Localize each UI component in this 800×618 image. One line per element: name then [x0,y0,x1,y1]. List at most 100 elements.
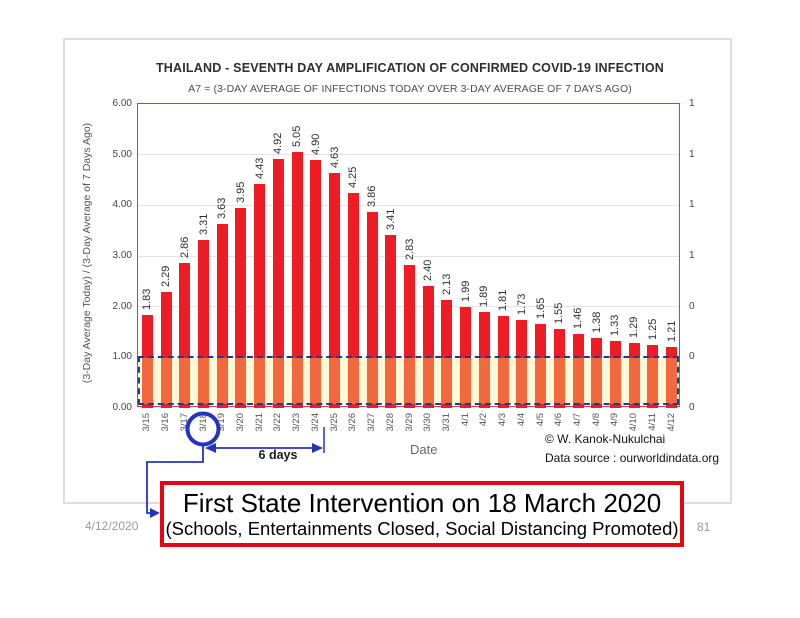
bar [179,263,191,408]
bar-value-label: 1.25 [646,318,659,340]
x-axis-title: Date [410,442,438,457]
y-axis-title: (3-Day Average Today) / (3-Day Average o… [81,122,93,384]
bar-value-label: 2.83 [403,238,416,260]
x-tick-label: 4/2 [478,413,490,427]
bar-value-label: 1.29 [628,316,641,338]
bar [310,159,322,408]
bar [272,158,284,408]
bar [198,240,210,408]
chart-title: THAILAND - SEVENTH DAY AMPLIFICATION OF … [155,61,665,75]
bar-value-label: 3.63 [216,197,229,220]
secondary-y-axis-tick-label: 1 [689,98,695,109]
bar-below-baseline-segment [609,358,621,404]
y-axis-tick-label: 3.00 [112,250,132,261]
y-axis-tick-label: 1.00 [112,351,132,363]
x-tick-label: 3/31 [440,413,452,432]
chart-subtitle: A7 = (3-DAY AVERAGE OF INFECTIONS TODAY … [188,83,632,95]
bar-below-baseline-segment [385,358,397,404]
credit-block: © W. Kanok-Nukulchai Data source : ourwo… [545,430,719,468]
secondary-y-axis-tick-label: 0 [689,300,695,312]
bar [422,286,434,408]
copyright-text: © W. Kanok-Nukulchai [545,432,666,446]
bar-below-baseline-segment [329,358,341,404]
bar-below-baseline-segment [198,358,210,404]
intervention-callout-title: First State Intervention on 18 March 202… [182,488,662,518]
x-tick-label: 4/3 [497,413,509,427]
x-tick-label: 3/26 [347,413,359,432]
bar-value-label: 4.43 [253,157,266,179]
bar-below-baseline-segment [366,358,378,404]
data-source-text: Data source : ourworldindata.org [545,451,720,465]
bar-value-label: 3.86 [366,186,379,208]
bar-below-baseline-segment [572,358,584,404]
bar-below-baseline-segment [516,358,528,404]
bar [385,235,397,408]
bar-value-label: 1.89 [478,285,491,308]
bar-value-label: 1.81 [497,289,510,312]
bar-below-baseline-segment [179,358,191,404]
bar-below-baseline-segment [628,358,640,404]
bar-below-baseline-segment [310,358,322,404]
bar-value-label: 5.05 [291,125,304,148]
bar-below-baseline-segment [254,358,266,404]
bar-value-label: 4.92 [272,132,285,154]
secondary-y-axis-tick-label: 1 [689,250,695,261]
bar-value-label: 4.63 [328,146,341,169]
bar-below-baseline-segment [478,358,490,404]
y-axis-tick-label: 2.00 [112,300,132,312]
y-axis-tick-label: 0.00 [112,402,132,413]
bar-value-label: 1.38 [590,311,603,334]
plot-area: 1.83 3/15 2.29 3/16 2.86 3/17 3.31 3/18 3.63 3/19… [113,98,695,432]
bar-value-label: 1.65 [534,297,547,320]
bar-below-baseline-segment [160,358,172,404]
x-tick-label: 3/18 [197,413,209,432]
bar-value-label: 2.86 [178,236,191,259]
bar-below-baseline-segment [553,358,565,404]
bar-below-baseline-segment [441,358,453,404]
callout-connector-arrowhead [150,508,160,518]
x-tick-label: 3/28 [384,413,396,432]
bar-value-label: 1.33 [609,314,622,336]
bar [404,264,415,408]
bar-value-label: 1.55 [553,303,566,325]
gridline [138,255,679,257]
secondary-y-axis-tick-label: 0 [689,402,695,413]
intervention-callout: First State Intervention on 18 March 202… [160,481,684,547]
baseline-band-dashed-border [138,356,679,405]
six-days-label: 6 days [258,448,298,462]
bar-below-baseline-segment [235,358,247,404]
bar [254,183,266,408]
bar-below-baseline-segment [216,358,228,404]
x-tick-label: 3/17 [178,413,190,432]
bar [441,300,453,408]
bar-value-label: 1.46 [572,307,585,330]
bar-below-baseline-segment [497,358,509,404]
bar-value-label: 2.13 [440,273,453,296]
bar-below-baseline-segment [141,358,153,404]
bar-value-label: 2.40 [422,259,435,282]
bar-value-label: 3.41 [384,208,397,231]
gridline [138,154,679,156]
slide-page-number: 81 [697,520,711,534]
bar-below-baseline-segment [347,358,359,404]
bar-value-label: 2.29 [160,265,173,287]
bar-below-baseline-segment [422,358,434,404]
bar-below-baseline-segment [591,358,603,404]
x-tick-label: 3/27 [366,413,378,432]
bar [291,152,303,408]
bar-value-label: 4.25 [347,166,360,188]
gridline [138,204,679,206]
secondary-y-axis-tick-label: 1 [689,148,695,160]
bar-below-baseline-segment [291,358,303,404]
bar-value-label: 1.99 [459,280,472,303]
bar [216,224,228,408]
bar [347,192,359,408]
bar-value-label: 4.90 [309,133,322,155]
x-tick-label: 3/15 [141,413,153,432]
bar [329,173,341,408]
x-tick-label: 3/20 [234,413,246,432]
slide-frame [63,38,732,504]
x-tick-label: 4/4 [515,413,527,427]
bar-below-baseline-segment [647,358,659,404]
